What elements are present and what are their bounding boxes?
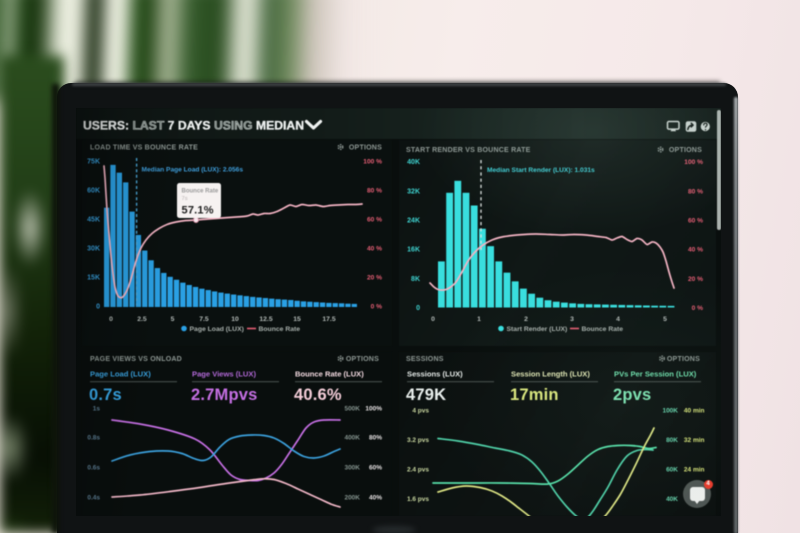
svg-text:60K: 60K: [87, 187, 100, 194]
svg-text:Bounce Rate: Bounce Rate: [582, 326, 624, 333]
svg-text:Median Start Render (LUX): 1.0: Median Start Render (LUX): 1.031s: [487, 167, 595, 174]
svg-text:4: 4: [616, 316, 620, 323]
svg-text:0.7s: 0.7s: [89, 386, 122, 404]
svg-text:57.1%: 57.1%: [182, 205, 214, 217]
svg-text:2: 2: [524, 316, 528, 323]
svg-text:0.6s: 0.6s: [87, 464, 100, 471]
svg-text:17min: 17min: [510, 386, 559, 404]
svg-text:0.4s: 0.4s: [87, 494, 100, 501]
svg-text:2pvs: 2pvs: [613, 386, 651, 404]
svg-text:PAGE VIEWS VS ONLOAD: PAGE VIEWS VS ONLOAD: [90, 356, 182, 363]
svg-text:Session Length (LUX): Session Length (LUX): [511, 370, 590, 379]
svg-text:2.5: 2.5: [137, 316, 147, 323]
svg-text:80 %: 80 %: [688, 188, 703, 195]
svg-text:100 %: 100 %: [363, 158, 382, 165]
svg-text:60%: 60%: [369, 464, 382, 471]
svg-text:10: 10: [231, 316, 239, 323]
svg-text:60 %: 60 %: [688, 218, 703, 225]
svg-text:300K: 300K: [344, 464, 360, 471]
svg-text:0.8s: 0.8s: [87, 434, 100, 441]
svg-text:15K: 15K: [87, 274, 100, 281]
svg-text:32K: 32K: [407, 188, 420, 195]
svg-text:20 %: 20 %: [688, 276, 703, 283]
svg-text:60K: 60K: [666, 466, 678, 473]
svg-text:16K: 16K: [407, 247, 420, 254]
svg-text:7s: 7s: [182, 196, 188, 202]
svg-text:100%: 100%: [365, 405, 382, 412]
svg-text:40K: 40K: [407, 159, 420, 166]
svg-text:40.6%: 40.6%: [294, 386, 342, 404]
svg-text:1s: 1s: [93, 405, 101, 412]
svg-text:12.5: 12.5: [259, 316, 272, 323]
svg-text:75K: 75K: [87, 158, 100, 165]
svg-text:USERS: LAST 7 DAYS USING MEDIA: USERS: LAST 7 DAYS USING MEDIAN: [83, 119, 304, 133]
svg-text:40K: 40K: [666, 496, 678, 503]
svg-text:4 pvs: 4 pvs: [412, 407, 429, 414]
svg-text:32 min: 32 min: [684, 437, 705, 444]
svg-text:3: 3: [570, 316, 574, 323]
svg-text:Start Render (LUX): Start Render (LUX): [507, 326, 568, 333]
svg-text:400K: 400K: [344, 434, 360, 441]
svg-text:0 %: 0 %: [371, 303, 382, 310]
svg-text:LOAD TIME VS BOUNCE RATE: LOAD TIME VS BOUNCE RATE: [90, 145, 198, 152]
svg-text:45K: 45K: [87, 216, 100, 223]
svg-text:24K: 24K: [407, 218, 420, 225]
svg-text:500K: 500K: [344, 405, 360, 412]
svg-text:Bounce Rate (LUX): Bounce Rate (LUX): [295, 370, 364, 379]
svg-text:0: 0: [431, 316, 435, 323]
svg-text:1: 1: [477, 316, 481, 323]
svg-text:OPTIONS: OPTIONS: [667, 356, 700, 363]
svg-text:80K: 80K: [666, 437, 678, 444]
svg-text:OPTIONS: OPTIONS: [346, 356, 379, 363]
svg-text:100 %: 100 %: [684, 159, 703, 166]
svg-text:Sessions (LUX): Sessions (LUX): [407, 370, 463, 379]
svg-text:OPTIONS: OPTIONS: [669, 147, 702, 154]
svg-text:5: 5: [663, 316, 667, 323]
svg-text:Median Page Load (LUX): 2.056s: Median Page Load (LUX): 2.056s: [142, 167, 244, 174]
svg-text:Bounce Rate: Bounce Rate: [182, 189, 219, 195]
svg-text:40 %: 40 %: [688, 247, 703, 254]
svg-text:30K: 30K: [87, 245, 100, 252]
svg-text:2.4 pvs: 2.4 pvs: [407, 466, 429, 473]
svg-text:Bounce Rate: Bounce Rate: [259, 326, 301, 333]
svg-text:60 %: 60 %: [367, 216, 382, 223]
svg-text:3.2 pvs: 3.2 pvs: [407, 437, 429, 444]
svg-text:80%: 80%: [369, 434, 382, 441]
svg-text:200K: 200K: [344, 494, 360, 501]
svg-text:0: 0: [416, 305, 420, 312]
svg-text:0: 0: [96, 303, 100, 310]
svg-text:40%: 40%: [369, 494, 382, 501]
svg-text:40 %: 40 %: [367, 245, 382, 252]
svg-text:2.7Mpvs: 2.7Mpvs: [191, 386, 258, 404]
svg-text:80 %: 80 %: [367, 187, 382, 194]
svg-text:Page Views (LUX): Page Views (LUX): [192, 370, 256, 379]
svg-text:479K: 479K: [406, 386, 446, 404]
svg-text:24 min: 24 min: [684, 466, 705, 473]
svg-text:15: 15: [293, 316, 301, 323]
svg-text:5: 5: [171, 316, 175, 323]
svg-text:40 min: 40 min: [684, 407, 705, 414]
svg-text:OPTIONS: OPTIONS: [349, 145, 382, 152]
svg-text:17.5: 17.5: [322, 316, 335, 323]
svg-text:100K: 100K: [662, 407, 678, 414]
svg-text:0 %: 0 %: [692, 305, 703, 312]
svg-text:1.6 pvs: 1.6 pvs: [407, 496, 429, 503]
svg-text:20 %: 20 %: [367, 274, 382, 281]
svg-text:Page Load (LUX): Page Load (LUX): [90, 370, 151, 379]
svg-text:START RENDER VS BOUNCE RATE: START RENDER VS BOUNCE RATE: [406, 147, 531, 154]
svg-text:Page Load (LUX): Page Load (LUX): [190, 326, 244, 333]
svg-text:7.5: 7.5: [199, 316, 209, 323]
svg-text:0: 0: [109, 316, 113, 323]
svg-text:PVs Per Session (LUX): PVs Per Session (LUX): [614, 370, 697, 379]
svg-text:SESSIONS: SESSIONS: [406, 356, 444, 363]
svg-text:8K: 8K: [411, 276, 420, 283]
